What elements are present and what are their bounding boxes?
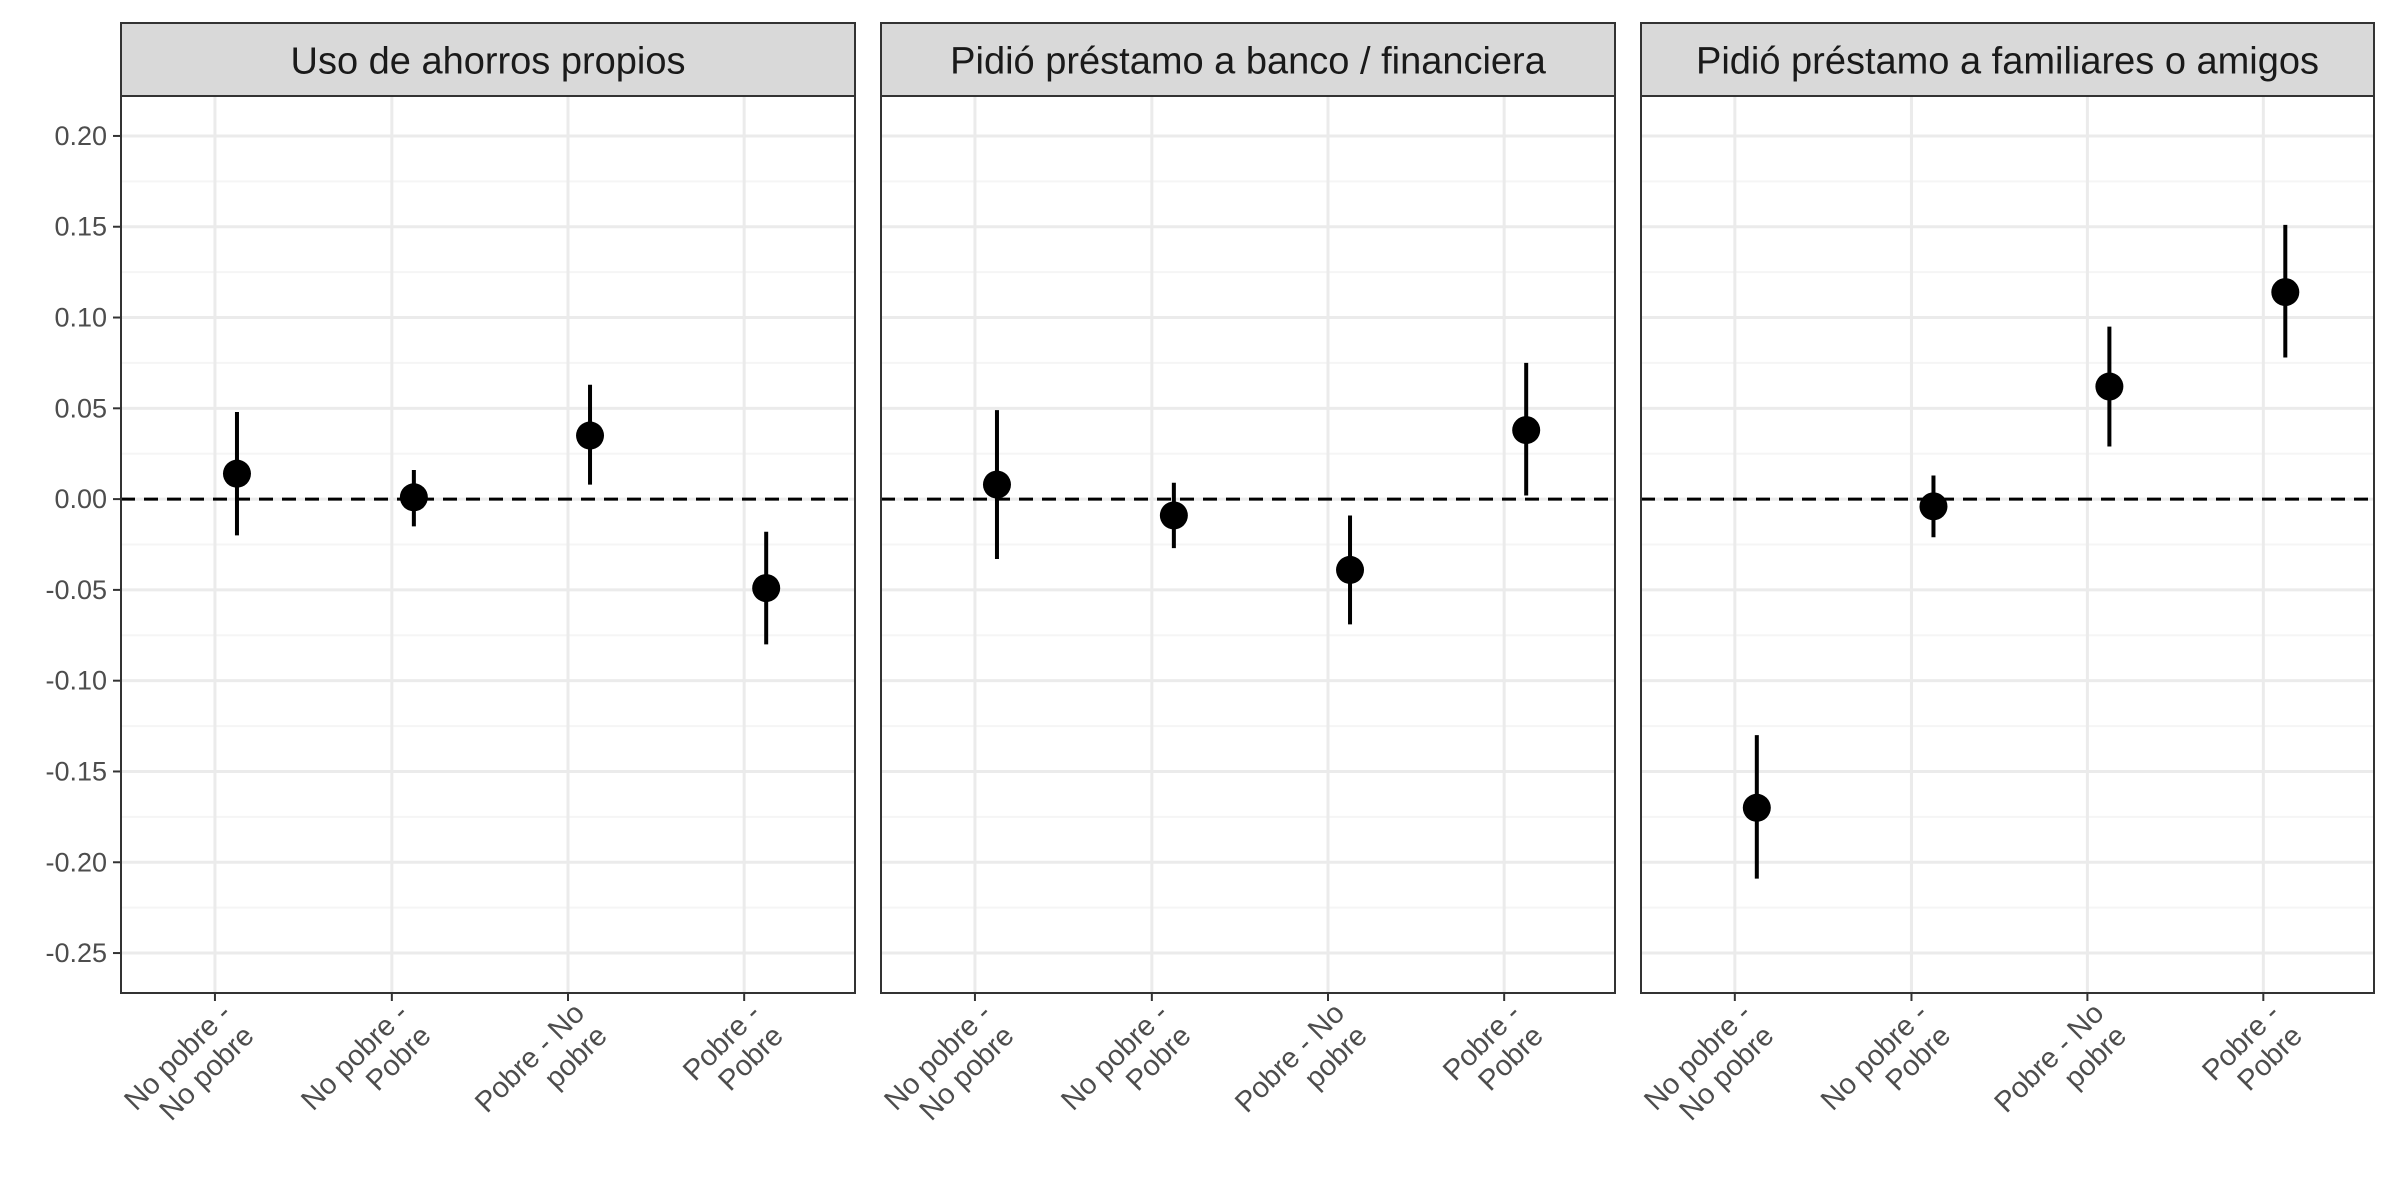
data-point <box>1336 555 1365 584</box>
y-tick-label: -0.05 <box>45 575 107 605</box>
y-tick-label: -0.25 <box>45 938 107 968</box>
facet-panels: Uso de ahorros propios No pobre -No pobre… <box>118 22 2375 1141</box>
data-point <box>1159 501 1188 530</box>
x-tick-label: Pobre - Nopobre <box>1989 997 2133 1141</box>
y-tick-label: 0.00 <box>54 484 107 514</box>
facet-title: Pidió préstamo a banco / financiera <box>950 41 1547 83</box>
y-tick-label: 0.15 <box>54 212 107 242</box>
facet-title: Uso de ahorros propios <box>291 41 686 83</box>
x-tick-label: Pobre -Pobre <box>2196 997 2309 1110</box>
y-tick-label: 0.10 <box>54 303 107 333</box>
data-point <box>576 421 605 450</box>
x-tick-label: No pobre -No pobre <box>118 997 260 1139</box>
x-tick-label: No pobre -No pobre <box>878 997 1020 1139</box>
data-point <box>1512 416 1541 445</box>
x-tick-label: No pobre -Pobre <box>295 997 437 1139</box>
x-tick-label: No pobre -No pobre <box>1638 997 1780 1139</box>
facet-strip <box>1640 22 2375 97</box>
data-point <box>2095 372 2124 401</box>
x-tick-label: Pobre -Pobre <box>1437 997 1550 1110</box>
y-tick-label: -0.10 <box>45 666 107 696</box>
x-tick-label: Pobre -Pobre <box>677 997 790 1110</box>
facet-title: Pidió préstamo a familiares o amigos <box>1696 41 2319 83</box>
data-point <box>1742 793 1771 822</box>
x-tick-label: Pobre - Nopobre <box>469 997 613 1141</box>
x-tick-label: No pobre -Pobre <box>1055 997 1197 1139</box>
data-point <box>1919 492 1948 521</box>
y-tick-label: -0.15 <box>45 756 107 786</box>
x-tick-label: No pobre -Pobre <box>1815 997 1957 1139</box>
facet-panel: Uso de ahorros propios No pobre -No pobre… <box>118 22 856 1141</box>
data-point <box>752 574 781 603</box>
data-point <box>399 483 428 512</box>
y-tick-label: -0.20 <box>45 847 107 877</box>
facet-panel: Pidió préstamo a familiares o amigos No p… <box>1638 22 2375 1141</box>
y-axis: 0.20 0.15 0.10 0.05 0.00 -0.05 -0.10 -0.15 -0.20… <box>45 121 121 968</box>
data-point <box>982 470 1011 499</box>
y-tick-label: 0.05 <box>54 393 107 423</box>
facet-panel: Pidió préstamo a banco / financiera No po… <box>878 22 1616 1141</box>
data-point <box>2271 278 2300 307</box>
data-point <box>222 459 251 488</box>
facet-strip <box>120 22 856 97</box>
x-tick-label: Pobre - Nopobre <box>1229 997 1373 1141</box>
y-tick-label: 0.20 <box>54 121 107 151</box>
facet-strip <box>880 22 1616 97</box>
